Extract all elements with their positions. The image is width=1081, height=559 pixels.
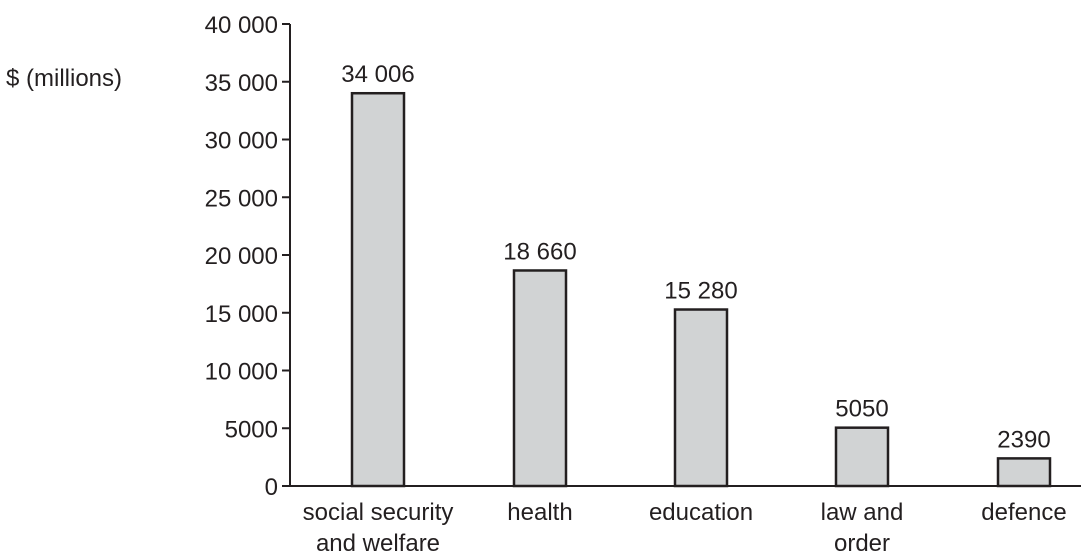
data-label: 5050 — [835, 396, 888, 423]
data-label: 2390 — [997, 426, 1050, 453]
y-axis: 0 5000 10 000 15 000 20 000 25 000 30 000 35 00… — [205, 12, 291, 501]
y-tick-label: 20 000 — [205, 243, 278, 270]
x-category-label: health — [507, 499, 572, 526]
x-category-label: and welfare — [316, 530, 440, 557]
x-category-label: order — [834, 530, 890, 557]
bar — [512, 269, 568, 488]
bars: 34 006 18 660 15 280 5050 2390 — [341, 61, 1052, 488]
x-category-label: social security — [303, 499, 454, 526]
x-category-label: defence — [981, 499, 1066, 526]
y-tick-label: 15 000 — [205, 301, 278, 328]
y-tick-label: 30 000 — [205, 128, 278, 155]
y-tick-label: 5000 — [225, 416, 278, 443]
x-category-label: law and — [821, 499, 904, 526]
data-label: 34 006 — [341, 61, 414, 88]
y-tick-label: 0 — [265, 474, 278, 501]
bar — [996, 457, 1052, 488]
y-tick-label: 10 000 — [205, 359, 278, 386]
x-axis: social security and welfare health educatio… — [290, 485, 1081, 557]
y-tick-label: 40 000 — [205, 12, 278, 39]
y-tick-label: 25 000 — [205, 185, 278, 212]
bar — [834, 426, 890, 488]
x-category-label: education — [649, 499, 753, 526]
bar — [673, 308, 729, 488]
y-axis-title: $ (millions) — [6, 65, 122, 92]
bar — [350, 91, 406, 488]
data-label: 18 660 — [503, 238, 576, 265]
y-tick-label: 35 000 — [205, 70, 278, 97]
data-label: 15 280 — [664, 278, 737, 305]
